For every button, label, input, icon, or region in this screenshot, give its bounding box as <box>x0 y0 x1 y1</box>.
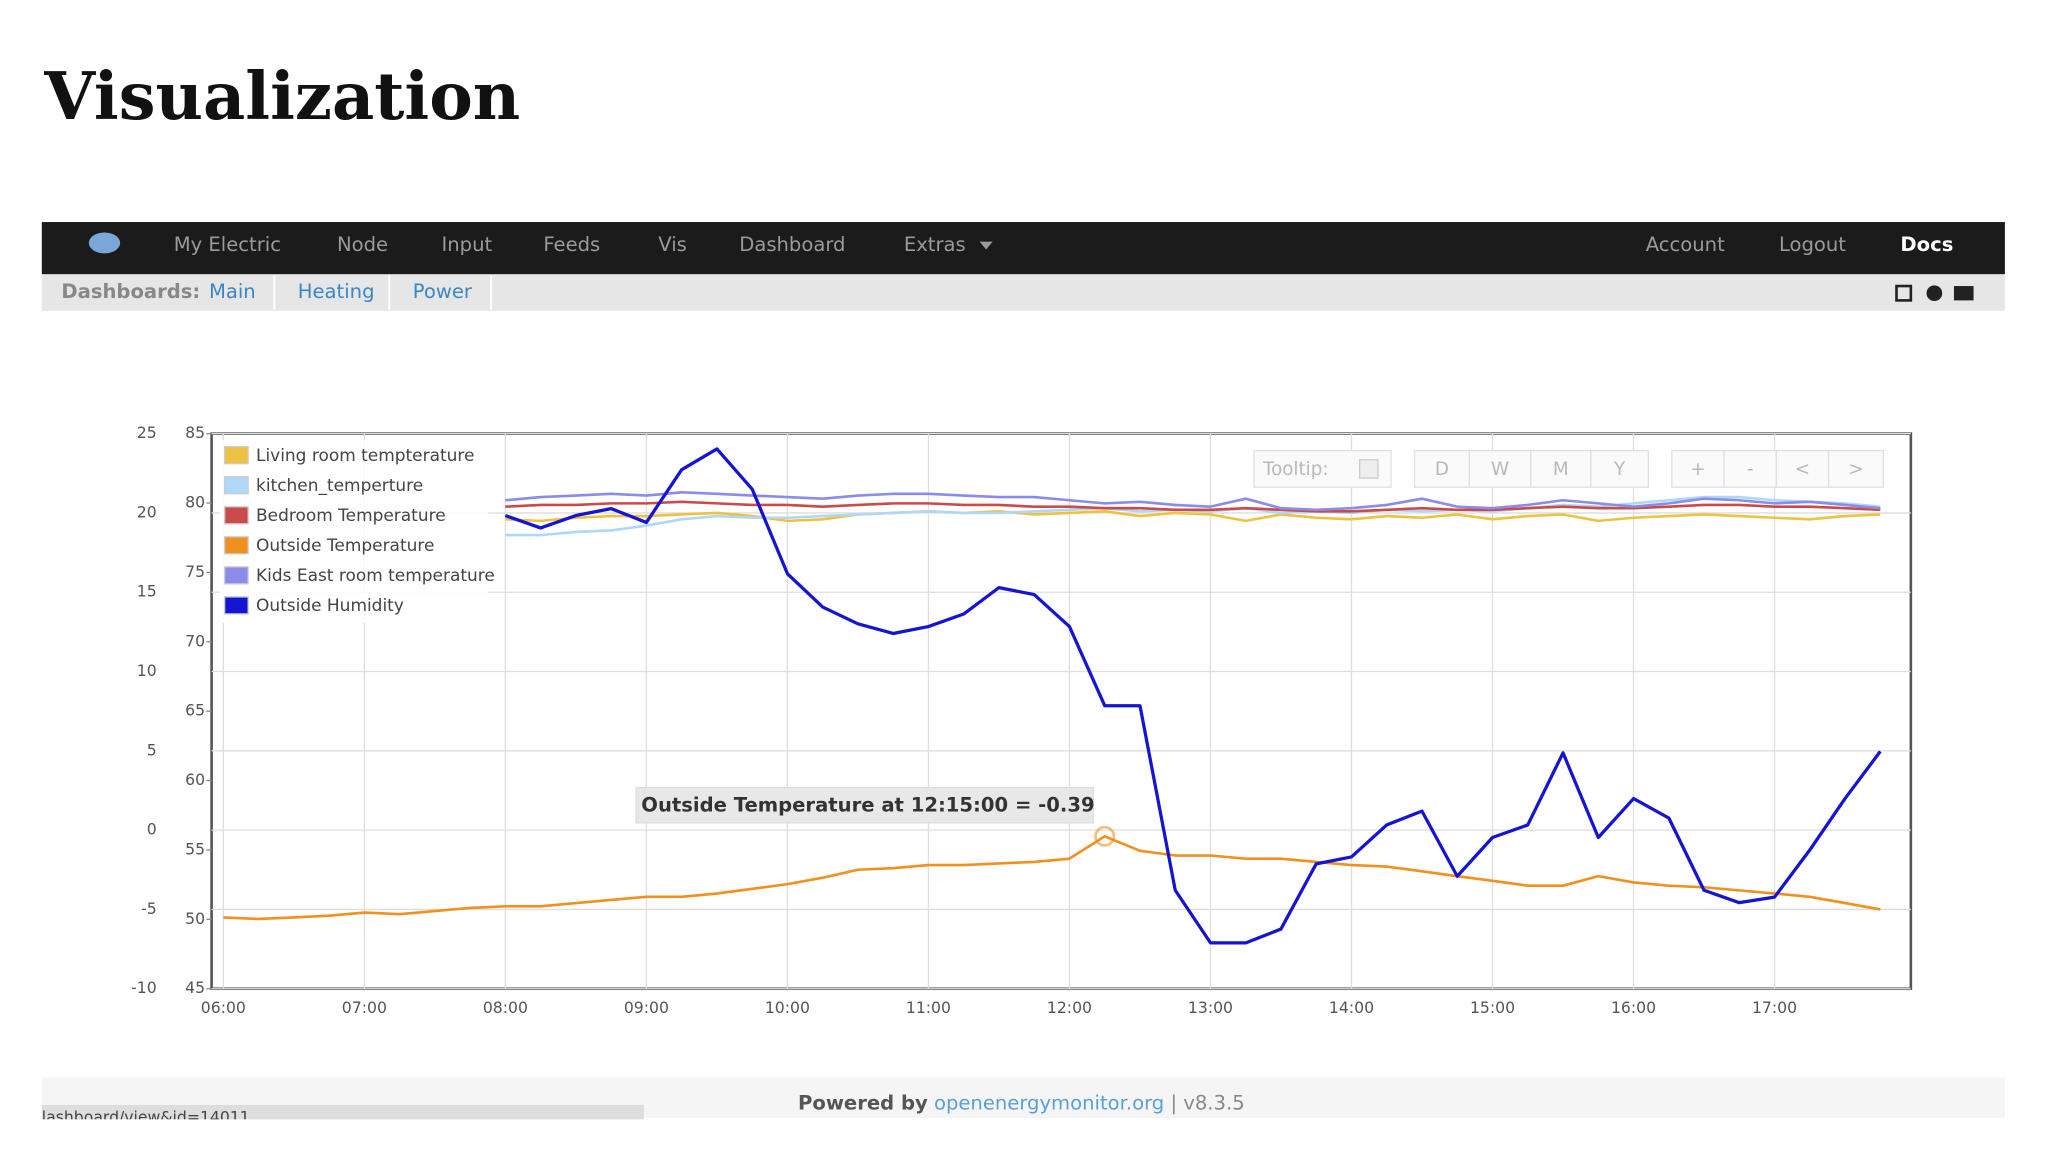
legend-swatch <box>224 506 249 525</box>
status-bar <box>41 1104 644 1121</box>
legend-label: Living room tempterature <box>256 446 474 466</box>
control-button[interactable] <box>1827 449 1885 488</box>
y2-tick-label: 60 <box>185 770 205 789</box>
control-label[interactable]: Tooltip: <box>1262 459 1328 480</box>
y2-tick-label: 85 <box>185 423 205 442</box>
footer-text: Powered by openenergymonitor.org | v8.3.… <box>798 1091 1245 1114</box>
y-tick-label: 25 <box>137 423 157 442</box>
y2-tick-label: 45 <box>185 978 205 997</box>
series-line <box>504 447 1882 945</box>
x-tick-label: 07:00 <box>342 998 387 1017</box>
control-button[interactable] <box>1468 449 1532 488</box>
x-tick-label: 08:00 <box>483 998 528 1017</box>
x-tick-label: 09:00 <box>624 998 669 1017</box>
series-line <box>223 835 1881 921</box>
control-button[interactable] <box>1723 449 1777 488</box>
legend-label: Outside Humidity <box>256 596 404 616</box>
dashboard-link[interactable]: Main <box>209 280 256 303</box>
nav-item[interactable]: Extras <box>904 233 966 256</box>
y-tick-label: 10 <box>137 661 157 680</box>
control-button[interactable] <box>1775 449 1830 488</box>
y-tick-label: -10 <box>131 978 157 997</box>
x-tick-label: 12:00 <box>1047 998 1092 1017</box>
tooltip-text: Outside Temperature at 12:15:00 = -0.39 <box>641 793 1094 816</box>
slide-bottom <box>0 1119 2048 1152</box>
legend-bg <box>219 440 489 624</box>
list-icon[interactable] <box>1953 286 1974 301</box>
control-label[interactable]: D <box>1435 459 1449 480</box>
dashboard-link[interactable]: Power <box>413 280 473 303</box>
control-label[interactable]: > <box>1848 459 1863 480</box>
legend-label: kitchen_temperture <box>256 476 423 496</box>
dropdown-caret <box>979 241 993 250</box>
y-tick-label: 15 <box>137 582 157 601</box>
x-tick-label: 06:00 <box>201 998 246 1017</box>
y-tick-label: -5 <box>141 899 157 918</box>
control-button[interactable] <box>1413 449 1471 488</box>
navbar <box>41 222 2005 275</box>
nav-item[interactable]: Vis <box>658 233 687 256</box>
nav-item[interactable]: Docs <box>1900 233 1953 256</box>
y-tick-label: 20 <box>137 502 157 521</box>
nav-item[interactable]: My Electric <box>174 233 281 256</box>
legend-swatch <box>224 476 249 495</box>
x-tick-label: 17:00 <box>1752 998 1797 1017</box>
dashboard-link[interactable]: Heating <box>298 280 375 303</box>
y-tick-label: 0 <box>147 820 157 839</box>
x-tick-label: 16:00 <box>1611 998 1656 1017</box>
highlight-point <box>1094 825 1116 847</box>
y2-tick-label: 65 <box>185 701 205 720</box>
legend-label: Outside Temperature <box>256 536 434 556</box>
x-tick-label: 11:00 <box>906 998 951 1017</box>
control-label[interactable]: M <box>1553 459 1569 480</box>
plot-frame <box>210 432 1913 991</box>
nav-item[interactable]: Feeds <box>543 233 600 256</box>
dashboard-icons[interactable] <box>1895 284 1974 302</box>
control-label[interactable]: W <box>1491 459 1509 480</box>
x-tick-label: 13:00 <box>1188 998 1233 1017</box>
tooltip-box <box>635 786 1094 824</box>
legend-label: Bedroom Temperature <box>256 506 446 526</box>
edit-icon[interactable] <box>1895 284 1913 302</box>
y2-tick-label: 55 <box>185 839 205 858</box>
powered-by: Powered by <box>798 1091 928 1114</box>
dashboard-bar <box>41 274 2005 311</box>
x-tick-label: 10:00 <box>765 998 810 1017</box>
nav-item[interactable]: Logout <box>1779 233 1846 256</box>
legend-swatch <box>224 596 249 615</box>
legend-swatch <box>224 566 249 585</box>
control-label[interactable]: Y <box>1613 459 1626 480</box>
footer-version: | v8.3.5 <box>1170 1091 1244 1114</box>
dashboards-label: Dashboards: <box>61 280 200 303</box>
control-label[interactable]: + <box>1690 459 1705 480</box>
legend-swatch <box>224 446 249 465</box>
series-line <box>505 490 1881 512</box>
legend-swatch <box>224 536 249 555</box>
control-label[interactable]: - <box>1747 459 1754 480</box>
y2-tick-label: 50 <box>185 909 205 928</box>
tooltip-checkbox[interactable] <box>1359 459 1379 479</box>
nav-item[interactable]: Account <box>1646 233 1725 256</box>
y-tick-label: 5 <box>147 740 157 759</box>
y2-tick-label: 70 <box>185 631 205 650</box>
control-button[interactable] <box>1590 449 1649 488</box>
legend-label: Kids East room temperature <box>256 566 495 586</box>
footer-link[interactable]: openenergymonitor.org <box>934 1091 1164 1114</box>
series-line <box>505 500 1881 513</box>
nav-item[interactable]: Node <box>337 233 388 256</box>
control-label[interactable]: < <box>1795 459 1810 480</box>
x-tick-label: 15:00 <box>1470 998 1515 1017</box>
y2-tick-label: 80 <box>185 493 205 512</box>
logo[interactable] <box>88 232 121 254</box>
slide-title: Visualization <box>43 59 520 135</box>
control-button[interactable] <box>1671 449 1725 488</box>
nav-item[interactable]: Input <box>441 233 492 256</box>
add-icon[interactable] <box>1926 285 1943 302</box>
series-line <box>505 510 1881 523</box>
x-tick-label: 14:00 <box>1329 998 1374 1017</box>
nav-item[interactable]: Dashboard <box>739 233 845 256</box>
y2-tick-label: 75 <box>185 562 205 581</box>
